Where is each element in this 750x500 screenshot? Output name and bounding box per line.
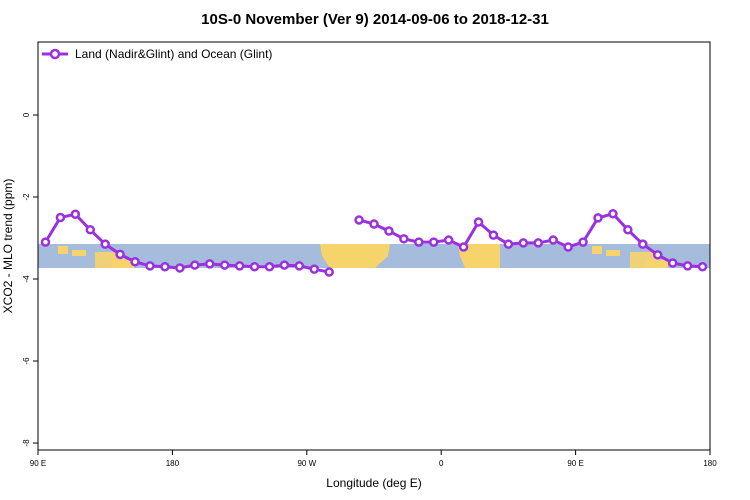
point	[518, 238, 529, 248]
point	[443, 235, 454, 245]
point	[638, 239, 648, 249]
plot-frame	[37, 41, 711, 451]
point	[55, 212, 66, 223]
point	[40, 237, 51, 247]
point	[488, 230, 499, 240]
point	[219, 260, 230, 270]
point	[458, 242, 469, 252]
point	[623, 225, 633, 235]
x-tick-label: 90 E	[30, 459, 46, 468]
x-tick-label: 180	[166, 459, 180, 468]
y-tick-label: -4	[22, 275, 31, 283]
point	[369, 219, 379, 229]
y-tick-label: -2	[22, 193, 31, 201]
point	[264, 261, 275, 272]
point	[190, 260, 200, 270]
point	[130, 257, 140, 267]
point	[563, 242, 573, 252]
point	[503, 239, 514, 249]
point	[85, 225, 96, 235]
point	[324, 267, 334, 277]
point	[428, 237, 439, 247]
point	[652, 250, 663, 260]
point	[682, 261, 693, 271]
x-tick-label: 90 W	[297, 459, 316, 468]
x-tick-label: 90 E	[567, 459, 583, 468]
point	[309, 264, 320, 274]
y-tick-label: -8	[22, 439, 31, 447]
x-axis-label: Longitude (deg E)	[326, 476, 421, 490]
point	[354, 215, 364, 225]
point	[294, 261, 305, 271]
y-axis-label: XCO2 - MLO trend (ppm)	[1, 179, 15, 314]
legend: Land (Nadir&Glint) and Ocean (Glint)	[42, 47, 272, 61]
point	[204, 259, 215, 269]
point	[608, 209, 618, 219]
point	[399, 234, 409, 244]
point	[548, 235, 558, 245]
point	[473, 217, 484, 227]
point	[279, 260, 290, 270]
point	[384, 226, 394, 236]
point	[70, 209, 81, 219]
x-tick-label: 180	[703, 459, 717, 468]
point	[533, 238, 544, 248]
point	[414, 237, 424, 247]
point	[593, 213, 603, 223]
point	[145, 261, 155, 271]
point	[160, 261, 170, 272]
point	[697, 261, 708, 272]
point	[667, 258, 678, 268]
y-tick-label: 0	[22, 112, 31, 117]
point	[578, 237, 588, 247]
legend-label: Land (Nadir&Glint) and Ocean (Glint)	[75, 47, 272, 61]
point	[234, 261, 245, 271]
point	[249, 261, 260, 272]
x-tick-label: 0	[439, 459, 444, 468]
point	[100, 239, 110, 249]
chart-title: 10S-0 November (Ver 9) 2014-09-06 to 201…	[201, 11, 549, 28]
point	[115, 249, 125, 260]
point	[175, 263, 185, 273]
legend-marker	[49, 48, 61, 60]
y-tick-label: -6	[22, 357, 31, 365]
